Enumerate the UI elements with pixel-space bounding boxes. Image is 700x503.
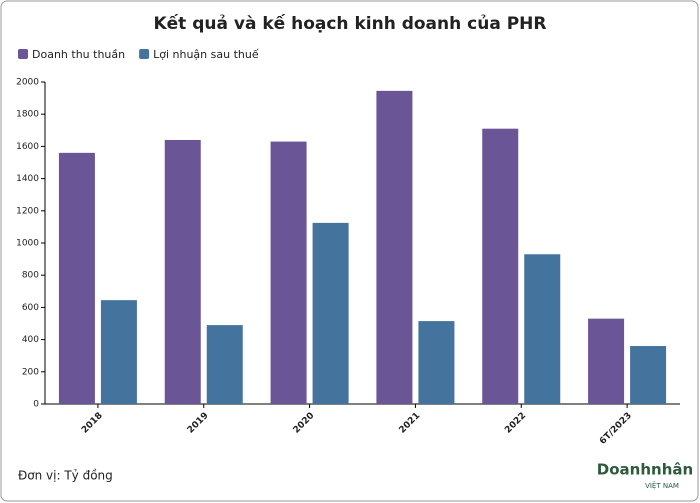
- bar: [270, 141, 307, 404]
- y-tick-label: 400: [22, 335, 39, 345]
- y-tick-label: 1800: [16, 110, 39, 120]
- bar: [482, 128, 519, 404]
- bar: [588, 318, 625, 404]
- bar: [58, 152, 95, 404]
- legend-label: Lợi nhuận sau thuế: [153, 48, 259, 61]
- bar: [418, 321, 455, 404]
- legend-swatch: [18, 49, 28, 59]
- legend-label: Doanh thu thuần: [32, 48, 125, 61]
- bar: [376, 90, 413, 404]
- bar: [100, 300, 137, 404]
- bar: [524, 254, 561, 404]
- y-tick-label: 1400: [16, 174, 39, 184]
- note: Đơn vị: Tỷ đồng: [18, 469, 113, 483]
- y-tick-label: 1000: [16, 239, 39, 249]
- bar: [630, 346, 667, 404]
- y-tick-label: 1600: [16, 142, 39, 152]
- y-tick-label: 0: [33, 400, 39, 410]
- y-tick-label: 200: [22, 367, 39, 377]
- bar: [164, 139, 201, 404]
- bar: [312, 222, 349, 404]
- legend-swatch: [139, 49, 150, 59]
- y-tick-label: 1200: [16, 206, 39, 216]
- y-tick-label: 600: [22, 303, 39, 313]
- logo-sub: VIỆT NAM: [645, 481, 679, 490]
- bar: [206, 325, 243, 404]
- chart-title: Kết quả và kế hoạch kinh doanh của PHR: [153, 13, 546, 34]
- y-tick-label: 800: [22, 271, 39, 281]
- logo: Doanhnhân: [597, 461, 693, 479]
- y-tick-label: 2000: [16, 78, 39, 88]
